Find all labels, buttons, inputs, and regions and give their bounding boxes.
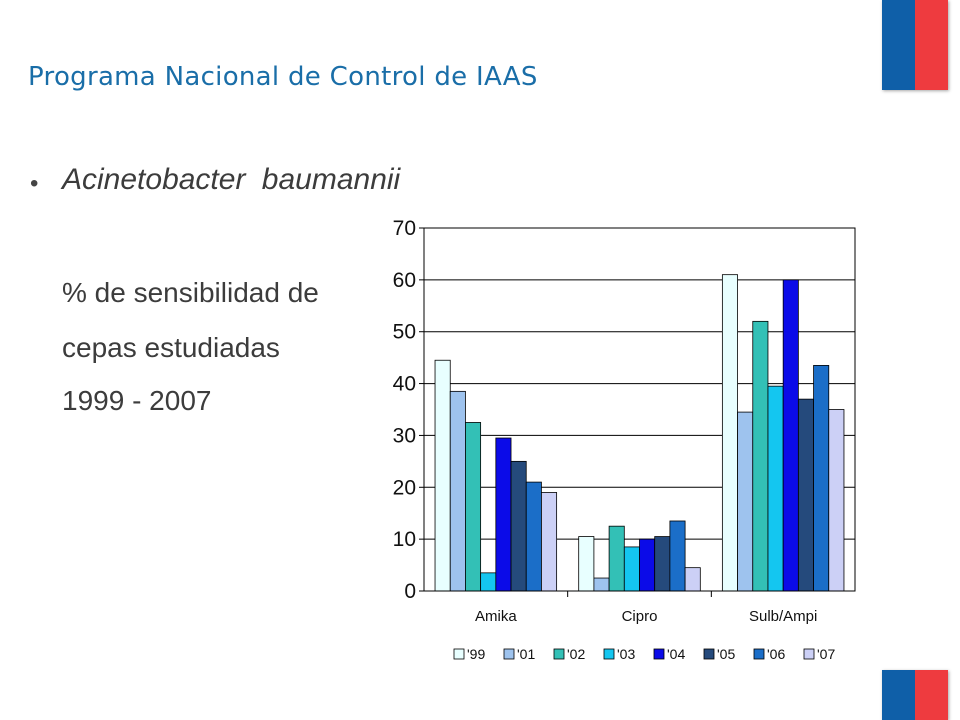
plot-frame [423, 227, 856, 592]
bar-chart: 0 10 20 30 40 50 60 70 Amika Cipro Sulb/Ampi '99 '01… [393, 217, 856, 662]
legend-label: '07 [817, 646, 835, 662]
legend-swatch [453, 648, 465, 660]
bar [593, 577, 610, 592]
bar [828, 409, 845, 592]
flag-blue-band [882, 670, 915, 720]
bar [782, 279, 799, 592]
flag-red-band [915, 0, 948, 90]
bar [434, 359, 451, 592]
bar [767, 385, 784, 592]
subtitle-line: 1999 - 2007 [62, 385, 212, 416]
y-tick-label: 20 [393, 476, 416, 499]
y-tick-label: 70 [393, 217, 416, 240]
legend-label: '99 [467, 646, 485, 662]
bar [813, 365, 830, 592]
bar [578, 536, 595, 592]
bar [525, 481, 542, 592]
flag-logo-bottom [882, 670, 948, 720]
bar [721, 274, 738, 592]
y-tick-label: 60 [393, 269, 416, 292]
legend-label: '04 [667, 646, 685, 662]
y-tick-label: 50 [393, 321, 416, 344]
bar [449, 390, 466, 592]
legend-label: '02 [567, 646, 585, 662]
legend-swatch [653, 648, 665, 660]
x-category-label: Amika [475, 608, 517, 625]
bar [684, 567, 701, 592]
flag-blue-band [882, 0, 915, 90]
bar [510, 460, 527, 592]
bar [541, 492, 558, 592]
bar [480, 572, 497, 592]
flag-logo-top [882, 0, 948, 90]
legend-swatch [703, 648, 715, 660]
y-tick-label: 10 [393, 528, 416, 551]
legend-label: '05 [717, 646, 735, 662]
bullet-icon: • [30, 170, 39, 197]
bar [669, 520, 686, 592]
legend-swatch [553, 648, 565, 660]
x-category-label: Sulb/Ampi [749, 608, 817, 625]
legend-swatch [503, 648, 515, 660]
bullet-text: Acinetobacter baumannii [62, 163, 401, 196]
y-tick-label: 40 [393, 373, 416, 396]
legend-swatch [603, 648, 615, 660]
subtitle-line: % de sensibilidad de [62, 277, 319, 308]
y-tick-label: 0 [404, 580, 416, 603]
page-title: Programa Nacional de Control de IAAS [28, 62, 538, 92]
bar [495, 437, 512, 592]
legend-label: '03 [617, 646, 635, 662]
bar [737, 411, 754, 592]
y-tick-label: 30 [393, 424, 416, 447]
bar [465, 422, 482, 592]
bar [752, 320, 769, 592]
bar [623, 546, 640, 592]
legend-swatch [753, 648, 765, 660]
bar [639, 538, 656, 592]
subtitle-line: cepas estudiadas [62, 332, 280, 363]
x-category-label: Cipro [622, 608, 658, 625]
flag-red-band [915, 670, 948, 720]
bar [654, 536, 671, 592]
bar [797, 398, 814, 592]
legend-swatch [803, 648, 815, 660]
legend-label: '01 [517, 646, 535, 662]
legend-label: '06 [767, 646, 785, 662]
bar [608, 525, 625, 592]
